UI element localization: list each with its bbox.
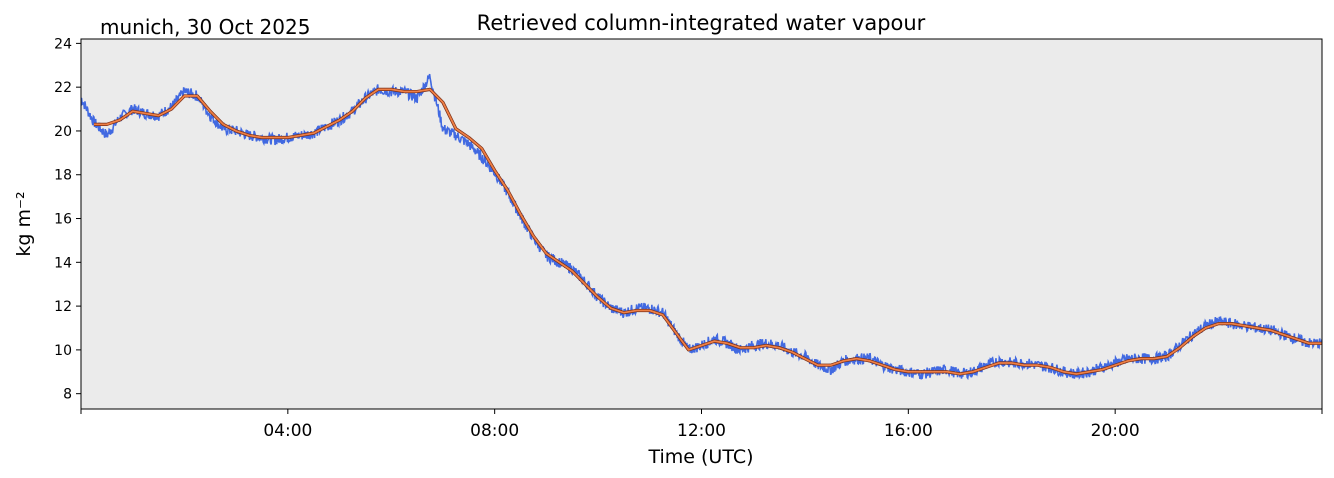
y-tick-label: 24 — [54, 36, 72, 52]
y-tick-label: 18 — [54, 168, 72, 184]
y-tick-label: 14 — [54, 255, 72, 271]
station-date-label: munich, 30 Oct 2025 — [100, 15, 310, 39]
x-tick-label: 20:00 — [1091, 421, 1140, 441]
series-observed-line — [81, 73, 1322, 381]
y-axis: 8 10 12 14 16 18 20 22 24 — [54, 36, 81, 403]
chart-title: Retrieved column-integrated water vapour — [477, 11, 926, 35]
y-tick-label: 16 — [54, 212, 72, 228]
y-tick-label: 10 — [54, 343, 72, 359]
x-axis: 04:00 08:00 12:00 16:00 20:00 — [80, 409, 1323, 441]
x-tick-label: 12:00 — [677, 421, 726, 441]
y-tick-label: 12 — [54, 299, 72, 315]
series-layer — [81, 73, 1322, 381]
x-tick-label: 04:00 — [263, 421, 312, 441]
x-axis-label: Time (UTC) — [647, 446, 753, 468]
x-tick-label: 08:00 — [470, 421, 519, 441]
plot-area — [81, 39, 1322, 409]
series-smoothed-line — [93, 88, 1322, 375]
y-tick-label: 22 — [54, 80, 72, 96]
y-tick-label: 8 — [63, 387, 72, 403]
x-tick-label: 16:00 — [884, 421, 933, 441]
y-tick-label: 20 — [54, 124, 72, 140]
y-axis-label: kg m⁻² — [13, 191, 35, 256]
